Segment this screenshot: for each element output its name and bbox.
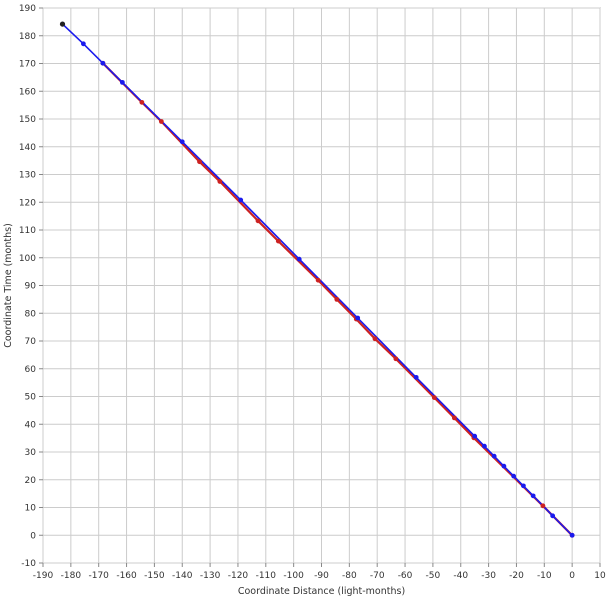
- data-point-red: [393, 356, 399, 362]
- y-tick-label: 80: [25, 309, 37, 319]
- data-point-red: [334, 296, 340, 302]
- y-tick-label: 180: [19, 32, 36, 42]
- points-group: [59, 21, 575, 538]
- y-tick-label: 50: [25, 393, 37, 403]
- y-axis-label: Coordinate Time (months): [3, 223, 14, 348]
- y-tick-label: 40: [25, 420, 37, 430]
- data-point-blue: [238, 197, 244, 203]
- data-point-blue: [501, 463, 507, 469]
- data-point-blue: [80, 41, 86, 47]
- grid: [42, 7, 601, 564]
- data-point-blue: [296, 256, 302, 262]
- data-point-blue: [491, 453, 497, 459]
- y-tick-label: 10: [25, 504, 37, 514]
- data-point-red: [540, 503, 546, 509]
- y-tick-label: 30: [25, 448, 37, 458]
- data-point-red: [451, 415, 457, 421]
- y-tick-label: 130: [19, 171, 36, 181]
- x-axis-label: Coordinate Distance (light-months): [238, 586, 405, 597]
- data-point-blue: [550, 513, 556, 519]
- x-tick-label: -60: [398, 571, 413, 581]
- data-point-blue: [413, 374, 419, 380]
- x-tick-label: 0: [569, 571, 575, 581]
- y-tick-label: 170: [19, 60, 36, 70]
- x-tick-label: -120: [228, 571, 249, 581]
- data-point-blue: [511, 473, 517, 479]
- data-point-blue: [530, 493, 536, 499]
- x-tick-label: -140: [172, 571, 193, 581]
- data-point-blue: [119, 79, 125, 85]
- x-tick-label: -150: [144, 571, 165, 581]
- data-point-red: [139, 99, 145, 105]
- y-tick-label: 100: [19, 254, 36, 264]
- data-point-blue: [472, 433, 478, 439]
- y-tick-label: 70: [25, 337, 37, 347]
- y-tick-label: 160: [19, 87, 36, 97]
- endpoint-marker: [59, 21, 66, 27]
- y-tick-label: -10: [21, 559, 36, 569]
- y-tick-label: 110: [19, 226, 36, 236]
- x-tick-label: -50: [426, 571, 441, 581]
- x-tick-label: -40: [453, 571, 468, 581]
- data-point-red: [372, 336, 378, 342]
- x-tick-label: -20: [509, 571, 524, 581]
- data-point-red: [275, 238, 281, 244]
- y-tick-label: 60: [25, 365, 37, 375]
- x-tick-label: -180: [61, 571, 82, 581]
- data-point-red: [197, 159, 202, 165]
- y-tick-label: 0: [30, 531, 36, 541]
- data-point-red: [217, 179, 223, 184]
- data-point-blue: [569, 532, 575, 538]
- data-point-red: [315, 277, 321, 283]
- x-tick-label: -190: [33, 571, 54, 581]
- x-tick-label: 10: [594, 571, 606, 581]
- y-tick-label: 90: [25, 282, 37, 292]
- axes: -190 -180 -170 -160 -150 -140 -130 -120 -110 -100…: [19, 4, 606, 581]
- y-tick-label: 190: [19, 4, 36, 14]
- data-point-red: [255, 218, 261, 224]
- x-tick-label: -100: [283, 571, 304, 581]
- x-tick-label: -110: [256, 571, 277, 581]
- data-point-blue: [100, 60, 106, 66]
- y-tick-label: 150: [19, 115, 36, 125]
- data-point-blue: [482, 443, 487, 449]
- x-tick-label: -130: [200, 571, 221, 581]
- x-tick-label: -160: [116, 571, 137, 581]
- data-point-blue: [521, 483, 526, 489]
- x-tick-label: -90: [314, 571, 329, 581]
- x-tick-label: -80: [342, 571, 357, 581]
- y-tick-label: 120: [19, 198, 36, 208]
- data-point-blue: [355, 315, 361, 321]
- data-point-red: [158, 119, 164, 124]
- x-tick-label: -170: [88, 571, 109, 581]
- x-tick-label: -70: [370, 571, 385, 581]
- data-point-blue: [179, 139, 185, 145]
- x-tick-label: -30: [481, 571, 496, 581]
- y-tick-label: 20: [25, 476, 37, 486]
- x-tick-label: -10: [537, 571, 552, 581]
- y-tick-label: 140: [19, 143, 36, 153]
- data-point-red: [431, 395, 437, 401]
